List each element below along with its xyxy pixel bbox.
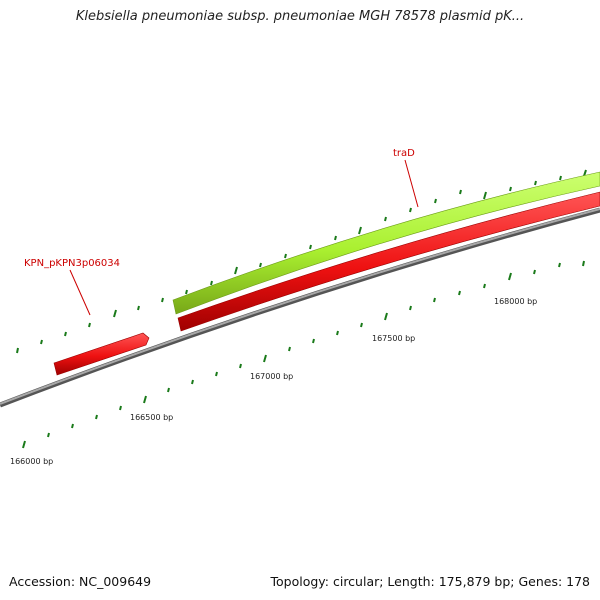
tick-mark — [508, 272, 512, 281]
bp-label: 167500 bp — [372, 334, 415, 343]
tick-mark — [239, 363, 242, 369]
tick-mark — [119, 405, 122, 411]
tick-mark — [509, 186, 512, 192]
tick-mark — [185, 289, 188, 295]
gene-reverse-long[interactable] — [177, 191, 600, 332]
tick-mark — [259, 262, 262, 268]
tick-mark — [210, 280, 213, 286]
tick-mark — [409, 207, 412, 213]
tick-mark — [234, 266, 238, 275]
tick-mark — [288, 346, 291, 352]
tick-mark — [384, 216, 387, 222]
inner-tick-ring — [22, 260, 585, 449]
tick-mark — [40, 339, 43, 345]
tick-mark — [582, 260, 585, 267]
topology-summary: Topology: circular; Length: 175,879 bp; … — [270, 574, 591, 589]
tick-mark — [334, 235, 337, 241]
plasmid-backbone-highlight — [0, 208, 600, 405]
plasmid-backbone — [0, 207, 600, 408]
label-leader-line — [404, 159, 419, 208]
bp-label: 166500 bp — [130, 413, 173, 422]
tick-mark — [358, 226, 362, 235]
gene-label-kpn[interactable]: KPN_pKPN3p06034 — [24, 258, 120, 269]
tick-mark — [459, 189, 462, 195]
tick-mark — [88, 322, 91, 328]
bp-label: 166000 bp — [10, 457, 53, 466]
gene-label-trad[interactable]: traD — [393, 148, 415, 159]
tick-mark — [384, 312, 388, 321]
tick-mark — [167, 387, 170, 393]
tick-mark — [143, 395, 147, 404]
accession-text: Accession: NC_009649 — [9, 574, 152, 589]
tick-mark — [534, 180, 537, 186]
gene-kpn-pkpn3p06034[interactable] — [53, 332, 150, 376]
tick-mark — [309, 244, 312, 250]
tick-mark — [360, 322, 363, 328]
tick-mark — [263, 354, 267, 363]
tick-mark — [71, 423, 74, 429]
tick-mark — [483, 191, 487, 200]
tick-mark — [583, 169, 587, 177]
tick-mark — [559, 175, 562, 181]
bp-label: 168000 bp — [494, 297, 537, 306]
gene-trad[interactable] — [172, 171, 600, 315]
tick-mark — [191, 379, 194, 385]
tick-mark — [215, 371, 218, 377]
tick-mark — [433, 297, 436, 303]
tick-mark — [64, 331, 67, 337]
map-title: Klebsiella pneumoniae subsp. pneumoniae … — [75, 9, 525, 24]
tick-mark — [533, 269, 536, 275]
outer-tick-ring — [16, 169, 587, 354]
tick-mark — [336, 330, 339, 336]
tick-mark — [47, 432, 50, 438]
tick-mark — [458, 290, 461, 296]
tick-mark — [113, 309, 117, 318]
tick-mark — [95, 414, 98, 420]
tick-mark — [284, 253, 287, 259]
tick-mark — [409, 305, 412, 311]
tick-mark — [558, 262, 561, 268]
tick-mark — [22, 440, 26, 449]
tick-mark — [161, 297, 164, 303]
tick-mark — [312, 338, 315, 344]
tick-mark — [137, 305, 140, 311]
bp-label: 167000 bp — [250, 372, 293, 381]
tick-mark — [16, 347, 19, 354]
tick-mark — [483, 283, 486, 289]
label-leader-line — [69, 269, 91, 316]
tick-mark — [434, 198, 437, 204]
